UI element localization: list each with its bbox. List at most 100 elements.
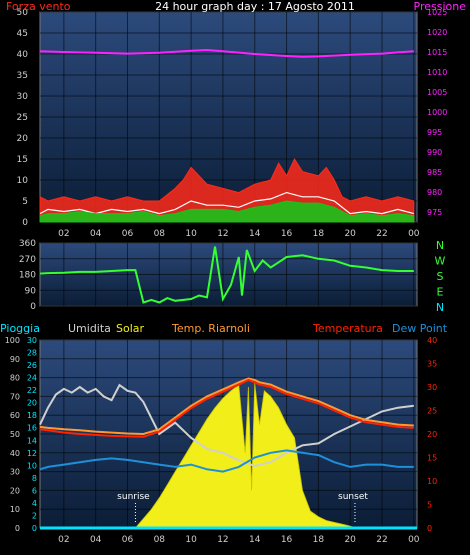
temp_riarnoli-series-line bbox=[39, 377, 414, 436]
temperature-y-tick-label: 25 bbox=[427, 407, 437, 416]
weather-x-tick-label: 00 bbox=[408, 535, 420, 545]
rain-y-tick-label: 24 bbox=[27, 374, 37, 383]
legend-solar: Solar bbox=[116, 322, 145, 335]
weather-x-ticks: 02 04 06 08 10 12 14 16 18 20 22 00 bbox=[58, 535, 420, 545]
rain-y-tick-label: 16 bbox=[27, 424, 37, 433]
weather-y-tick-label: 10 bbox=[10, 505, 20, 514]
direction-grid bbox=[40, 242, 417, 307]
rain-y-tick-label: 8 bbox=[32, 474, 37, 483]
weather-y-right-ticks: 0 5 10 15 20 25 30 35 40 bbox=[427, 336, 437, 533]
wind-y-tick-label: 45 bbox=[17, 29, 28, 39]
pressure-y-tick-label: 1010 bbox=[427, 68, 447, 77]
rain-y-tick-label: 10 bbox=[27, 461, 37, 470]
weather-y-tick-label: 100 bbox=[5, 336, 20, 345]
weather-x-tick-label: 20 bbox=[344, 535, 356, 545]
legend-humidity: Umidita bbox=[68, 322, 111, 335]
wind-x-tick-label: 12 bbox=[217, 229, 228, 239]
weather-y-tick-label: 30 bbox=[10, 468, 20, 477]
wind-x-tick-label: 20 bbox=[344, 229, 356, 239]
rain-y-tick-label: 0 bbox=[32, 524, 37, 533]
wind-x-tick-label: 04 bbox=[90, 229, 102, 239]
rain-y-tick-label: 22 bbox=[27, 386, 37, 395]
weather-x-tick-label: 12 bbox=[217, 535, 228, 545]
wind-left-axis-label: Forza vento bbox=[6, 0, 71, 13]
weather-y-left-ticks: 0 10 20 30 40 50 60 70 80 90 100 bbox=[5, 336, 20, 533]
weather-x-tick-label: 14 bbox=[249, 535, 261, 545]
temperature-series-line bbox=[39, 378, 414, 438]
temperature-y-tick-label: 20 bbox=[427, 430, 437, 439]
weather-y-tick-label: 50 bbox=[10, 430, 20, 439]
weather-x-tick-label: 04 bbox=[90, 535, 102, 545]
weather-y-tick-label: 40 bbox=[10, 449, 20, 458]
pressure-y-tick-label: 1025 bbox=[427, 8, 447, 17]
direction-series-line bbox=[39, 246, 414, 304]
weather-x-tick-label: 16 bbox=[281, 535, 293, 545]
weather-y-tick-label: 80 bbox=[10, 374, 20, 383]
compass-label: N bbox=[436, 239, 444, 252]
weather-x-tick-label: 22 bbox=[376, 535, 387, 545]
weather-x-tick-label: 06 bbox=[122, 535, 134, 545]
weather-x-tick-label: 02 bbox=[58, 535, 69, 545]
pressure-y-right-ticks: 975 980 985 990 995 1000 1005 1010 1015 1020 1025 bbox=[427, 8, 447, 217]
pressure-y-tick-label: 980 bbox=[427, 188, 442, 197]
direction-y-tick-label: 270 bbox=[19, 255, 36, 265]
legend-dewpoint: Dew Point bbox=[392, 322, 448, 335]
wind-x-tick-label: 14 bbox=[249, 229, 261, 239]
pressure-right-axis-label: Pressione bbox=[414, 0, 467, 13]
temperature-y-tick-label: 10 bbox=[427, 477, 437, 486]
wind-y-tick-label: 25 bbox=[17, 113, 28, 123]
weather-y-tick-label: 20 bbox=[10, 486, 20, 495]
rain-y-tick-label: 6 bbox=[32, 486, 37, 495]
weather-series bbox=[39, 377, 417, 530]
pressure-y-tick-label: 975 bbox=[427, 208, 442, 217]
direction-series bbox=[39, 246, 414, 304]
temperature-y-tick-label: 30 bbox=[427, 383, 437, 392]
wind-x-tick-label: 18 bbox=[313, 229, 325, 239]
weather-y-tick-label: 90 bbox=[10, 355, 20, 364]
wind-y-tick-label: 15 bbox=[17, 155, 28, 165]
weather-y-tick-label: 70 bbox=[10, 392, 20, 401]
rain-y-tick-label: 4 bbox=[32, 499, 37, 508]
temperature-y-tick-label: 0 bbox=[427, 524, 432, 533]
wind-y-tick-label: 30 bbox=[17, 92, 29, 102]
wind-x-ticks: 02 04 06 08 10 12 14 16 18 20 22 00 bbox=[58, 229, 420, 239]
rain-y-tick-label: 2 bbox=[32, 511, 37, 520]
wind-x-tick-label: 08 bbox=[154, 229, 166, 239]
weather-y-tick-label: 60 bbox=[10, 411, 20, 420]
wind-y-tick-label: 35 bbox=[17, 71, 28, 81]
wind-y-tick-label: 20 bbox=[17, 134, 29, 144]
wind-x-tick-label: 16 bbox=[281, 229, 293, 239]
temperature-y-tick-label: 15 bbox=[427, 454, 437, 463]
pressure-series-line bbox=[39, 48, 414, 58]
weather-x-tick-label: 08 bbox=[154, 535, 166, 545]
rain-y-tick-label: 20 bbox=[27, 399, 37, 408]
pressure-y-tick-label: 1005 bbox=[427, 88, 447, 97]
humidity-series-line bbox=[39, 383, 414, 468]
rain-y-tick-label: 18 bbox=[27, 411, 37, 420]
direction-y-tick-label: 90 bbox=[25, 286, 37, 296]
compass-label: E bbox=[437, 286, 444, 299]
temperature-y-tick-label: 35 bbox=[427, 360, 437, 369]
wind-y-tick-label: 0 bbox=[22, 218, 28, 228]
dewpoint-series-line bbox=[39, 449, 414, 473]
rain-y-tick-label: 14 bbox=[27, 436, 37, 445]
wind-y-tick-label: 5 bbox=[22, 197, 28, 207]
weather-x-tick-label: 10 bbox=[185, 535, 197, 545]
direction-y-tick-label: 360 bbox=[19, 239, 36, 249]
weather-y-tick-label: 0 bbox=[15, 524, 20, 533]
direction-y-ticks: 0 90 180 270 360 bbox=[19, 239, 36, 312]
rain-y-tick-label: 30 bbox=[27, 336, 37, 345]
temperature-y-tick-label: 40 bbox=[427, 336, 437, 345]
wind-x-tick-label: 02 bbox=[58, 229, 69, 239]
pressure-y-tick-label: 1015 bbox=[427, 48, 447, 57]
wind-y-tick-label: 50 bbox=[17, 8, 29, 18]
wind-x-tick-label: 00 bbox=[408, 229, 420, 239]
weather-legend: Pioggia Umidita Solar Temp. Riarnoli Tempera… bbox=[0, 322, 448, 335]
wind-y-tick-label: 40 bbox=[17, 50, 29, 60]
weather-main-panel: Pioggia Umidita Solar Temp. Riarnoli Tempera… bbox=[0, 322, 448, 545]
weather-x-tick-label: 18 bbox=[313, 535, 325, 545]
